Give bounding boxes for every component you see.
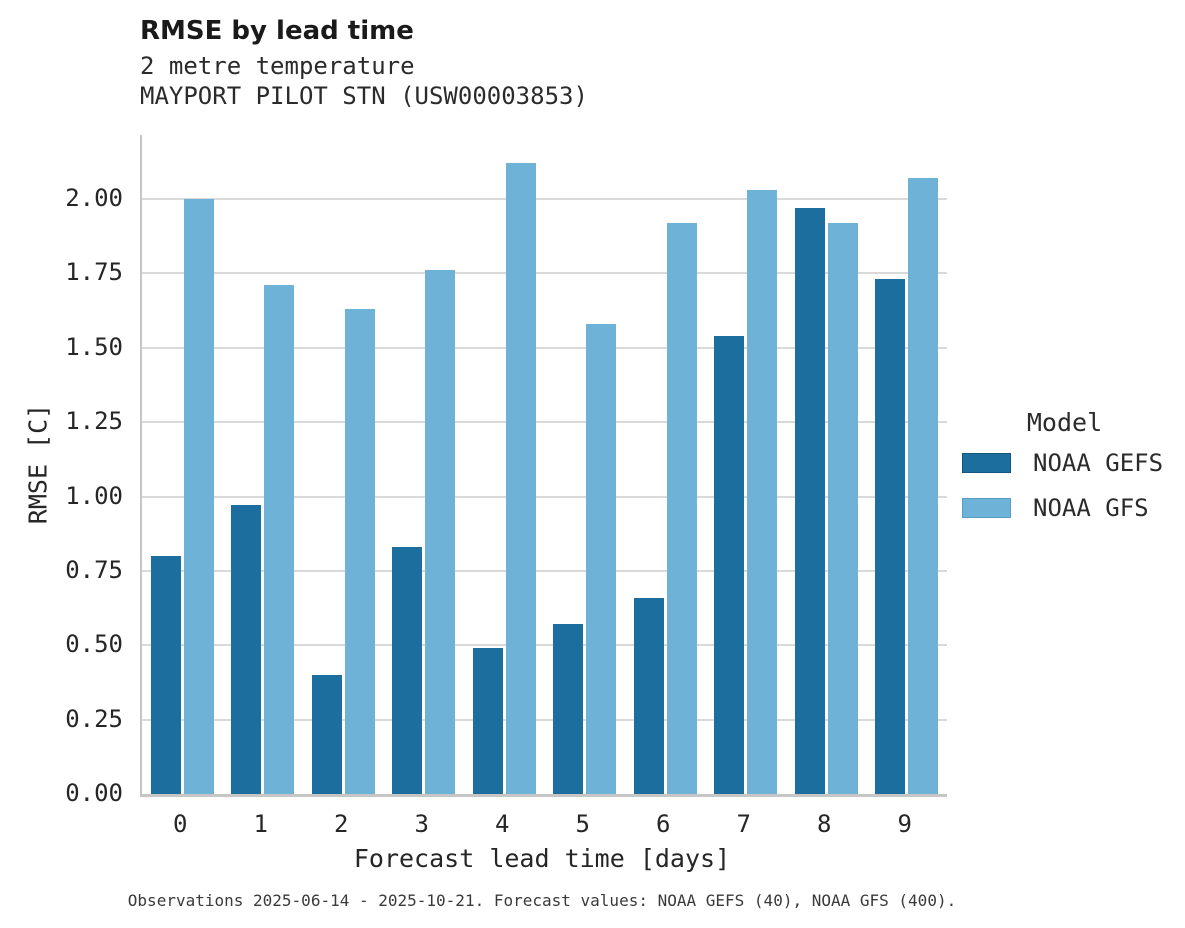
bar-noaa-gefs-lead7 [714, 335, 745, 794]
gridline [142, 346, 947, 349]
bar-noaa-gfs-lead2 [344, 309, 375, 794]
bar-noaa-gefs-lead6 [633, 597, 664, 794]
x-tick-label: 4 [495, 810, 510, 838]
gridline [142, 198, 947, 200]
legend-entries: NOAA GEFS NOAA GFS [962, 449, 1167, 522]
bar-noaa-gfs-lead7 [747, 190, 778, 794]
y-tick-label: 1.00 [65, 481, 123, 510]
y-tick-label: 1.25 [65, 407, 123, 436]
footer-caption: Observations 2025-06-14 - 2025-10-21. Fo… [127, 891, 957, 910]
bar-noaa-gfs-lead9 [908, 178, 939, 794]
legend-label: NOAA GEFS [1033, 449, 1164, 477]
bar-noaa-gfs-lead0 [183, 199, 214, 794]
x-tick-label: 2 [334, 810, 349, 838]
bar-noaa-gefs-lead0 [150, 556, 181, 794]
bar-noaa-gefs-lead5 [553, 624, 584, 794]
legend: Model NOAA GEFS NOAA GFS [962, 408, 1167, 539]
y-tick-label: 1.50 [65, 332, 123, 361]
chart-subtitle-variable: 2 metre temperature [140, 52, 415, 80]
gridline [142, 495, 947, 498]
legend-swatch [962, 453, 1011, 473]
y-tick-label: 2.00 [65, 184, 123, 212]
gridline [142, 421, 947, 424]
bar-noaa-gfs-lead6 [666, 222, 697, 794]
gridline [142, 569, 947, 572]
gridline [142, 272, 947, 275]
bar-noaa-gfs-lead3 [425, 270, 456, 794]
plot-area [140, 135, 947, 797]
x-tick-label: 1 [253, 810, 268, 838]
y-tick-label: 0.50 [65, 630, 123, 659]
y-tick-label: 0.00 [65, 779, 123, 807]
legend-swatch [962, 498, 1011, 518]
y-tick-label: 0.25 [65, 704, 123, 733]
x-tick-label: 7 [736, 810, 751, 838]
y-tick-label: 0.75 [65, 555, 123, 584]
gridline [142, 644, 947, 647]
x-axis-label: Forecast lead time [days] [353, 844, 731, 873]
gridline [142, 718, 947, 721]
bar-noaa-gefs-lead8 [794, 207, 825, 794]
y-axis-label: RMSE [C] [23, 403, 53, 525]
bar-noaa-gefs-lead1 [231, 505, 262, 794]
bar-noaa-gfs-lead1 [264, 285, 295, 794]
bar-noaa-gefs-lead4 [472, 648, 503, 794]
legend-entry: NOAA GFS [962, 494, 1167, 522]
legend-label: NOAA GFS [1033, 494, 1149, 522]
bar-noaa-gfs-lead5 [586, 323, 617, 794]
chart-title: RMSE by lead time [140, 16, 414, 46]
legend-title: Model [1026, 408, 1103, 437]
x-tick-label: 0 [173, 810, 188, 838]
bar-noaa-gefs-lead3 [392, 547, 423, 794]
x-tick-label: 8 [817, 810, 832, 838]
bar-noaa-gfs-lead4 [505, 163, 536, 794]
x-tick-label: 9 [897, 810, 912, 838]
x-tick-label: 5 [575, 810, 590, 838]
bar-noaa-gfs-lead8 [827, 222, 858, 794]
x-tick-label: 6 [656, 810, 671, 838]
bar-noaa-gefs-lead2 [311, 675, 342, 794]
x-tick-label: 3 [414, 810, 429, 838]
bar-noaa-gefs-lead9 [875, 279, 906, 794]
legend-entry: NOAA GEFS [962, 449, 1167, 477]
chart-subtitle-station: MAYPORT PILOT STN (USW00003853) [140, 82, 588, 110]
y-tick-label: 1.75 [65, 258, 123, 287]
